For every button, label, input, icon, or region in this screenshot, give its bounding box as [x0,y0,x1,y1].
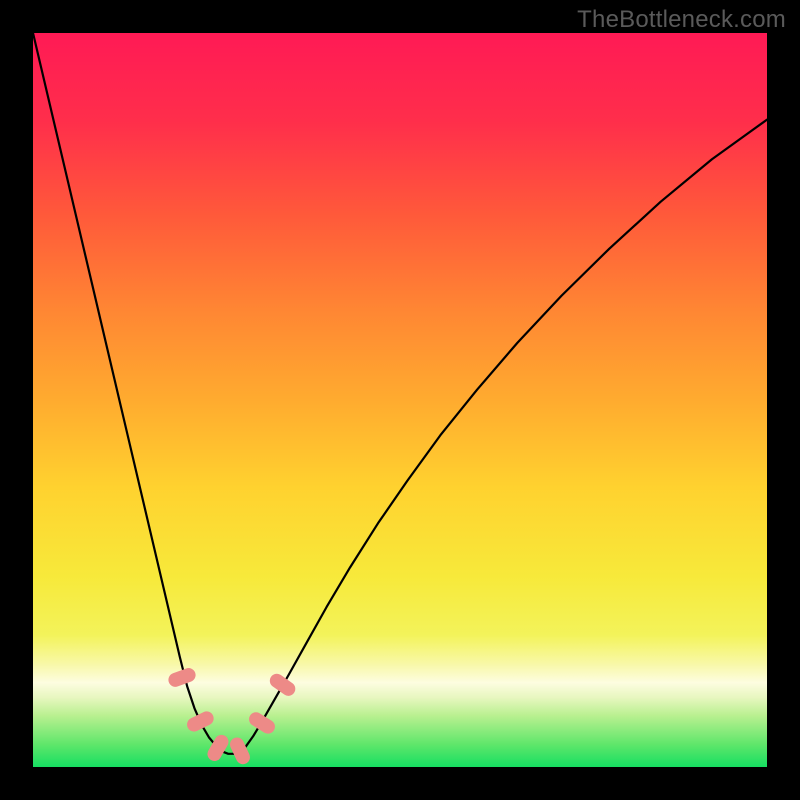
gradient-background [33,33,767,767]
plot-svg [33,33,767,767]
watermark-text: TheBottleneck.com [577,6,786,34]
chart-frame: TheBottleneck.com [0,0,800,800]
plot-area [33,33,767,767]
